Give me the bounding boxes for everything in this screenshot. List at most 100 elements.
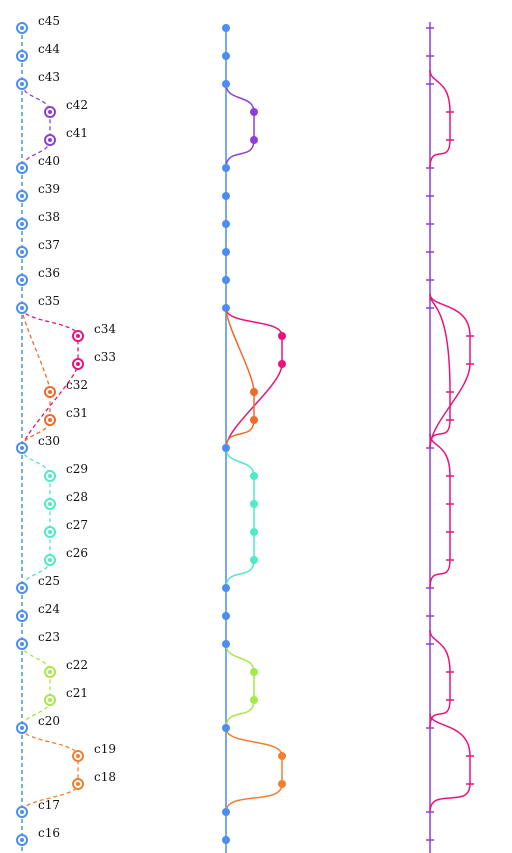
commit-label: c27 — [66, 518, 88, 532]
commit-node — [250, 696, 258, 704]
commit-label: c20 — [38, 714, 60, 728]
commit-dot — [20, 446, 24, 450]
branch-edge — [429, 433, 451, 589]
commit-dot — [20, 278, 24, 282]
commit-node — [250, 556, 258, 564]
commit-dot — [20, 250, 24, 254]
commit-node — [222, 220, 230, 228]
commit-dot — [48, 502, 52, 506]
commit-node — [222, 808, 230, 816]
branch-edge — [225, 83, 255, 169]
commit-dot — [48, 110, 52, 114]
commit-label: c29 — [66, 462, 88, 476]
commit-node — [222, 444, 230, 452]
commit-node — [222, 248, 230, 256]
commit-label: c35 — [38, 294, 60, 308]
commit-node — [250, 388, 258, 396]
branch-edge — [225, 307, 283, 449]
commit-node — [250, 528, 258, 536]
commit-label: c23 — [38, 630, 60, 644]
commit-node — [222, 24, 230, 32]
commit-label: c34 — [94, 322, 116, 336]
commit-label: c42 — [66, 98, 88, 112]
commit-label: c22 — [66, 658, 88, 672]
commit-label: c37 — [38, 238, 60, 252]
commit-label: c26 — [66, 546, 88, 560]
commit-dot — [48, 474, 52, 478]
commit-label: c19 — [94, 742, 116, 756]
commit-label: c33 — [94, 350, 116, 364]
commit-label: c45 — [38, 14, 60, 28]
commit-label: c44 — [38, 42, 60, 56]
commit-dot — [20, 54, 24, 58]
commit-dot — [20, 810, 24, 814]
commit-label: c38 — [38, 210, 60, 224]
branch-edge — [21, 307, 51, 449]
commit-dot — [48, 390, 52, 394]
commit-dot — [76, 754, 80, 758]
commit-label: c25 — [38, 574, 60, 588]
branch-edge — [225, 307, 255, 449]
commit-label: c43 — [38, 70, 60, 84]
commit-node — [222, 164, 230, 172]
commit-node — [250, 500, 258, 508]
commit-node — [222, 52, 230, 60]
commit-node — [222, 276, 230, 284]
branch-edge — [225, 643, 255, 729]
branch-edge — [21, 643, 51, 729]
commit-node — [222, 192, 230, 200]
commit-label: c39 — [38, 182, 60, 196]
commit-dot — [20, 166, 24, 170]
branch-edge — [225, 447, 255, 589]
commit-label: c24 — [38, 602, 60, 616]
commit-dot — [48, 698, 52, 702]
commit-label: c16 — [38, 826, 60, 840]
commit-dot — [20, 726, 24, 730]
commit-dot — [48, 670, 52, 674]
commit-label: c36 — [38, 266, 60, 280]
commit-dot — [76, 782, 80, 786]
commit-node — [222, 304, 230, 312]
commit-dot — [76, 334, 80, 338]
commit-label: c32 — [66, 378, 88, 392]
branch-edge — [21, 727, 79, 813]
commit-dot — [20, 194, 24, 198]
commit-node — [250, 472, 258, 480]
commit-dot — [48, 418, 52, 422]
commit-node — [222, 584, 230, 592]
commit-dot — [48, 530, 52, 534]
commit-dot — [76, 362, 80, 366]
commit-label: c17 — [38, 798, 60, 812]
commit-dot — [20, 586, 24, 590]
branch-edge — [225, 727, 283, 813]
commit-dot — [20, 642, 24, 646]
commit-node — [222, 640, 230, 648]
commit-node — [250, 416, 258, 424]
branch-edge — [21, 83, 51, 169]
commit-dot — [20, 838, 24, 842]
commit-node — [222, 612, 230, 620]
commit-node — [278, 360, 286, 368]
commit-node — [250, 668, 258, 676]
commit-dot — [20, 82, 24, 86]
commit-dot — [48, 558, 52, 562]
commit-node — [250, 108, 258, 116]
commit-label: c40 — [38, 154, 60, 168]
commit-label: c18 — [94, 770, 116, 784]
commit-node — [222, 80, 230, 88]
commit-label: c21 — [66, 686, 88, 700]
commit-dot — [20, 26, 24, 30]
branch-edge — [21, 447, 51, 589]
commit-node — [278, 752, 286, 760]
commit-node — [222, 836, 230, 844]
commit-label: c31 — [66, 406, 88, 420]
commit-dot — [20, 222, 24, 226]
commit-label: c28 — [66, 490, 88, 504]
commit-label: c30 — [38, 434, 60, 448]
commit-dot — [20, 614, 24, 618]
commit-node — [250, 136, 258, 144]
commit-dot — [20, 306, 24, 310]
commit-label: c41 — [66, 126, 88, 140]
branch-edge — [429, 293, 451, 449]
